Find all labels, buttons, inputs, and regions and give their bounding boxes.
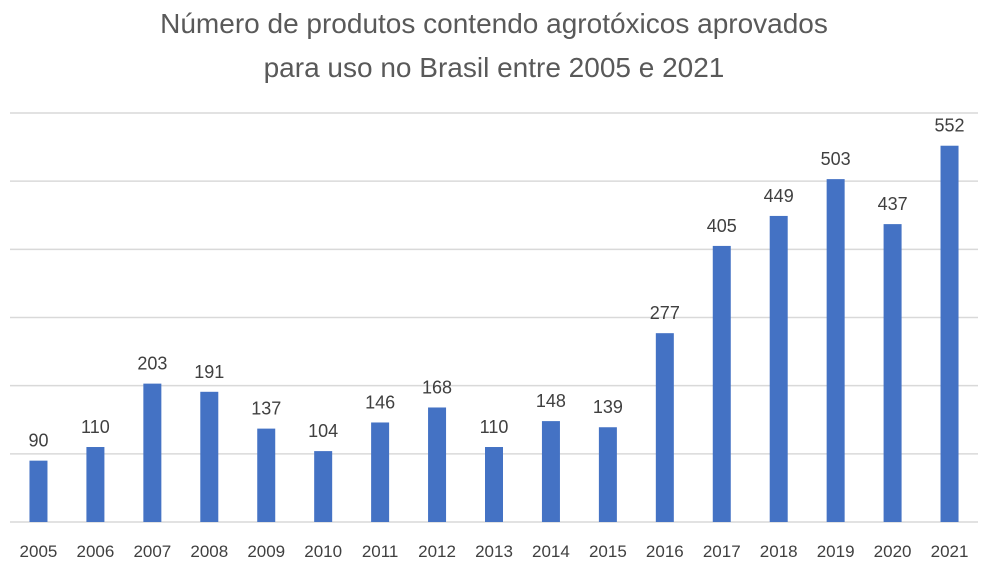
bar-2016 bbox=[655, 333, 674, 522]
chart-title-line-1: Número de produtos contendo agrotóxicos … bbox=[160, 8, 828, 39]
data-label-2009: 137 bbox=[251, 399, 281, 419]
data-label-2019: 503 bbox=[821, 149, 851, 169]
data-label-2008: 191 bbox=[194, 362, 224, 382]
chart-title: Número de produtos contendo agrotóxicos … bbox=[0, 2, 988, 90]
bar-2010 bbox=[314, 451, 333, 522]
x-tick-label-2009: 2009 bbox=[247, 542, 285, 561]
x-tick-label-2007: 2007 bbox=[133, 542, 171, 561]
x-tick-label-2008: 2008 bbox=[190, 542, 228, 561]
x-tick-label-2006: 2006 bbox=[76, 542, 114, 561]
data-label-2011: 146 bbox=[365, 392, 395, 412]
x-tick-label-2020: 2020 bbox=[874, 542, 912, 561]
x-tick-label-2010: 2010 bbox=[304, 542, 342, 561]
data-label-2017: 405 bbox=[707, 216, 737, 236]
bar-2009 bbox=[257, 428, 276, 522]
data-label-2020: 437 bbox=[878, 194, 908, 214]
bar-2012 bbox=[428, 407, 447, 522]
data-label-2010: 104 bbox=[308, 421, 338, 441]
bar-2019 bbox=[826, 179, 845, 522]
bar-2020 bbox=[883, 224, 902, 522]
data-label-2016: 277 bbox=[650, 303, 680, 323]
bar-2011 bbox=[371, 422, 390, 522]
x-tick-label-2014: 2014 bbox=[532, 542, 570, 561]
x-tick-label-2021: 2021 bbox=[931, 542, 969, 561]
bar-2015 bbox=[598, 427, 617, 522]
x-tick-label-2012: 2012 bbox=[418, 542, 456, 561]
bar-2018 bbox=[769, 215, 788, 522]
data-label-2013: 110 bbox=[480, 417, 509, 437]
x-tick-label-2005: 2005 bbox=[20, 542, 58, 561]
bar-2021 bbox=[940, 145, 959, 522]
x-tick-label-2011: 2011 bbox=[362, 542, 399, 561]
data-label-2015: 139 bbox=[593, 397, 623, 417]
data-label-2006: 110 bbox=[81, 417, 110, 437]
data-label-2021: 552 bbox=[935, 116, 965, 136]
data-label-2005: 90 bbox=[28, 431, 48, 451]
x-tick-label-2017: 2017 bbox=[703, 542, 741, 561]
bar-2017 bbox=[712, 245, 731, 523]
x-tick-label-2016: 2016 bbox=[646, 542, 684, 561]
data-label-2018: 449 bbox=[764, 186, 794, 206]
x-tick-label-2018: 2018 bbox=[760, 542, 798, 561]
data-label-2014: 148 bbox=[536, 391, 566, 411]
bar-2006 bbox=[86, 447, 105, 522]
gridlines bbox=[10, 112, 978, 523]
bar-2014 bbox=[541, 421, 560, 522]
data-label-2012: 168 bbox=[422, 377, 452, 397]
bar-2005 bbox=[29, 460, 48, 522]
chart-title-line-2: para uso no Brasil entre 2005 e 2021 bbox=[263, 52, 725, 83]
data-label-2007: 203 bbox=[137, 354, 167, 374]
x-tick-label-2015: 2015 bbox=[589, 542, 627, 561]
bar-2007 bbox=[143, 383, 162, 522]
bar-2008 bbox=[200, 391, 219, 522]
bars: 90 2005 110 2006 203 2007 191 2008 137 2009 104 201… bbox=[20, 116, 969, 561]
bar-2013 bbox=[485, 447, 503, 522]
x-tick-label-2019: 2019 bbox=[817, 542, 855, 561]
x-tick-label-2013: 2013 bbox=[475, 542, 513, 561]
